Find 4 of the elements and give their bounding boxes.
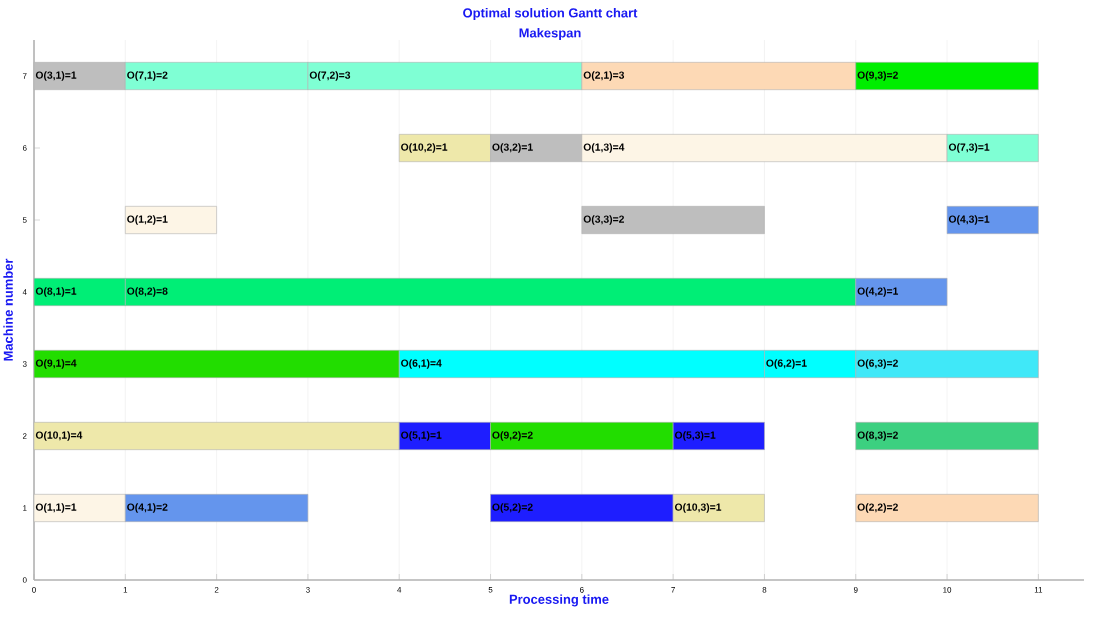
bar [855, 422, 1039, 450]
bar [946, 206, 1039, 234]
bar [125, 206, 217, 234]
bar [581, 206, 765, 234]
